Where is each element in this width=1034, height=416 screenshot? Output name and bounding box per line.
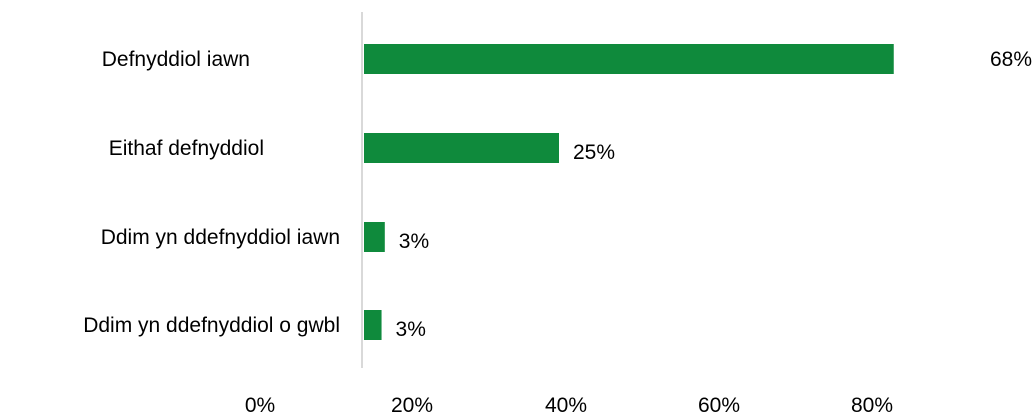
bar <box>364 222 385 252</box>
category-label: Eithaf defnyddiol <box>109 137 264 160</box>
category-label: Ddim yn ddefnyddiol o gwbl <box>83 314 340 337</box>
data-labels: 68% 25% 3% 3% <box>396 48 1032 341</box>
bars-layer <box>364 44 894 340</box>
data-label: 3% <box>399 230 429 253</box>
data-label: 68% <box>990 48 1032 71</box>
x-axis-tick-labels: 0% 20% 40% 60% 80% <box>245 394 893 416</box>
category-label: Defnyddiol iawn <box>102 48 250 71</box>
data-label: 3% <box>396 318 426 341</box>
category-label: Ddim yn ddefnyddiol iawn <box>101 226 340 249</box>
plot-area: Defnyddiol iawn Eithaf defnyddiol Ddim yn … <box>83 12 1032 368</box>
x-tick-label: 60% <box>698 394 740 416</box>
data-label: 25% <box>573 141 615 164</box>
x-tick-label: 40% <box>545 394 587 416</box>
bar <box>364 133 559 163</box>
bar <box>364 310 382 340</box>
x-tick-label: 0% <box>245 394 275 416</box>
bar <box>364 44 894 74</box>
x-tick-label: 20% <box>391 394 433 416</box>
category-labels: Defnyddiol iawn Eithaf defnyddiol Ddim yn … <box>83 48 340 337</box>
x-tick-label: 80% <box>851 394 893 416</box>
